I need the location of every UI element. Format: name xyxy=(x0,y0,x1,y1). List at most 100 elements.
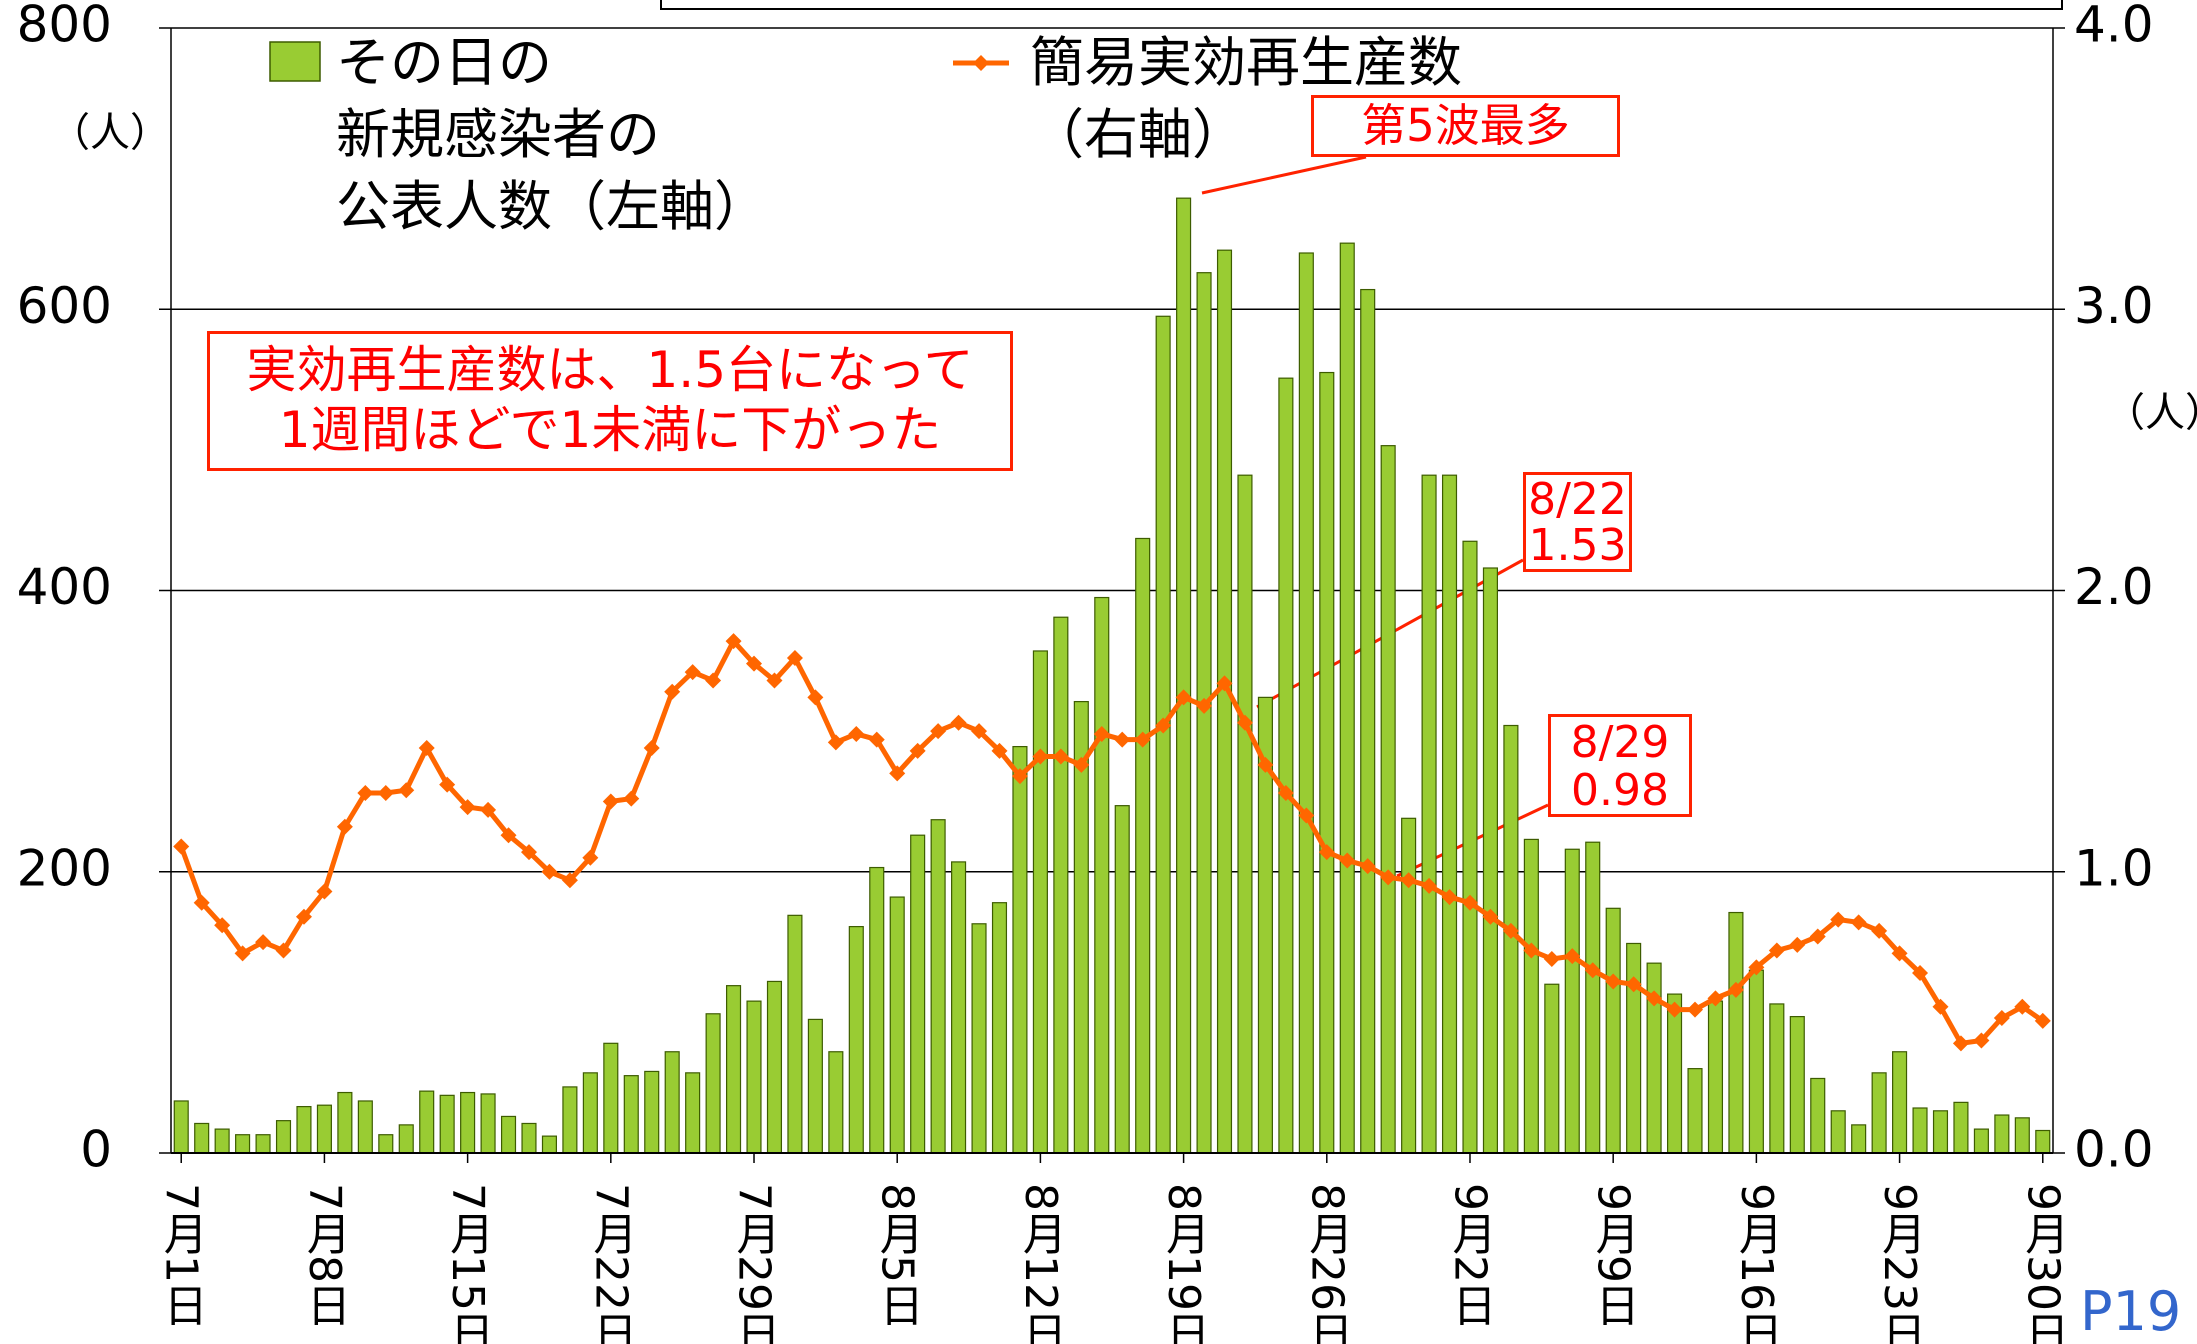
bar xyxy=(1851,1124,1867,1154)
annotation: 8/22 1.53 xyxy=(1523,472,1632,572)
bar xyxy=(766,980,783,1154)
bar xyxy=(173,1100,189,1154)
line-marker xyxy=(868,731,885,748)
x-tick-label: 9月2日 xyxy=(1444,1183,1495,1327)
legend-label: その日の 新規感染者の 公表人数（左軸） xyxy=(336,31,768,238)
bar xyxy=(1135,537,1151,1154)
bar xyxy=(725,985,742,1154)
line-marker xyxy=(1298,807,1315,824)
y-tick-label: 0 xyxy=(80,1121,112,1179)
bar xyxy=(1544,983,1560,1154)
line-marker xyxy=(418,740,435,756)
line-marker xyxy=(1891,945,1908,962)
bar xyxy=(1810,1077,1826,1154)
legend-marker xyxy=(973,55,989,71)
line-marker xyxy=(827,734,844,751)
bar xyxy=(562,1086,578,1154)
bar xyxy=(991,902,1008,1154)
bar xyxy=(1789,1015,1805,1154)
bar xyxy=(439,1094,455,1154)
line-marker xyxy=(541,863,558,880)
x-tick-label: 8月19日 xyxy=(1158,1183,1209,1344)
bar xyxy=(746,1000,762,1154)
line-marker xyxy=(275,942,292,959)
bar xyxy=(603,1042,619,1154)
line-marker xyxy=(1789,936,1806,953)
line-marker xyxy=(214,917,231,934)
line-marker xyxy=(1216,675,1233,692)
line-marker xyxy=(1114,731,1131,748)
bar xyxy=(807,1018,823,1154)
line-marker xyxy=(1707,990,1724,1007)
line-marker xyxy=(991,742,1008,759)
bar xyxy=(828,1051,844,1154)
x-tick-label: 9月30日 xyxy=(2017,1183,2068,1344)
bar xyxy=(1687,1068,1703,1154)
line-marker xyxy=(439,776,456,793)
bar xyxy=(1421,474,1437,1154)
line-marker xyxy=(1564,948,1581,965)
line-marker xyxy=(2034,1012,2051,1029)
bar xyxy=(1176,197,1192,1154)
line-marker xyxy=(1830,911,1847,928)
line-marker xyxy=(889,765,906,782)
x-tick-label: 8月5日 xyxy=(872,1183,923,1327)
bar xyxy=(316,1104,332,1154)
line-marker xyxy=(1359,858,1376,875)
line-marker xyxy=(623,790,640,807)
x-tick-label: 7月8日 xyxy=(299,1183,350,1327)
bar xyxy=(1830,1110,1846,1154)
bar xyxy=(685,1072,701,1154)
bar xyxy=(1564,848,1580,1154)
leader-line xyxy=(1201,155,1367,195)
line-marker xyxy=(766,672,783,689)
bar xyxy=(1912,1107,1928,1154)
bar xyxy=(398,1124,414,1154)
bar xyxy=(255,1134,271,1154)
x-tick-label: 7月1日 xyxy=(156,1183,207,1327)
line-marker xyxy=(705,672,722,689)
line-marker xyxy=(459,799,476,816)
bar xyxy=(1094,596,1110,1154)
line-marker xyxy=(1052,748,1069,765)
line-marker xyxy=(255,934,272,951)
y2-tick-label: 4.0 xyxy=(2074,0,2154,54)
bar xyxy=(460,1091,476,1154)
line-marker xyxy=(1993,1010,2010,1026)
line-marker xyxy=(1196,697,1213,714)
bar xyxy=(1298,252,1314,1154)
x-tick-label: 7月22日 xyxy=(585,1183,636,1344)
line-marker xyxy=(1032,748,1049,765)
bar xyxy=(664,1051,680,1154)
line-marker xyxy=(316,883,333,900)
line-marker xyxy=(1543,950,1560,967)
line-marker xyxy=(1482,908,1499,925)
bar xyxy=(1892,1051,1908,1154)
bar xyxy=(1360,288,1376,1154)
bar xyxy=(1728,911,1744,1154)
line-marker xyxy=(602,793,619,810)
line-marker xyxy=(1502,922,1519,939)
y-tick-label: 200 xyxy=(17,839,112,897)
line-marker xyxy=(1257,756,1274,773)
y2-tick-label: 1.0 xyxy=(2074,839,2154,897)
bar xyxy=(357,1100,373,1154)
y2-tick-label: 3.0 xyxy=(2074,277,2154,335)
bar xyxy=(787,914,803,1154)
bar xyxy=(848,925,864,1154)
line-marker xyxy=(1441,889,1458,906)
line-marker xyxy=(1155,717,1172,734)
line-marker xyxy=(1339,852,1356,869)
bar xyxy=(1482,567,1499,1154)
bar xyxy=(1032,650,1048,1154)
bar xyxy=(1278,377,1294,1154)
line-marker xyxy=(1973,1032,1990,1049)
bar xyxy=(194,1122,210,1154)
line-marker xyxy=(1871,922,1888,939)
y-tick-label: 800 xyxy=(17,0,112,54)
x-tick-label: 7月15日 xyxy=(442,1183,493,1344)
line-marker xyxy=(1912,965,1929,981)
line-marker xyxy=(1687,1001,1704,1018)
bar xyxy=(1769,1003,1785,1154)
